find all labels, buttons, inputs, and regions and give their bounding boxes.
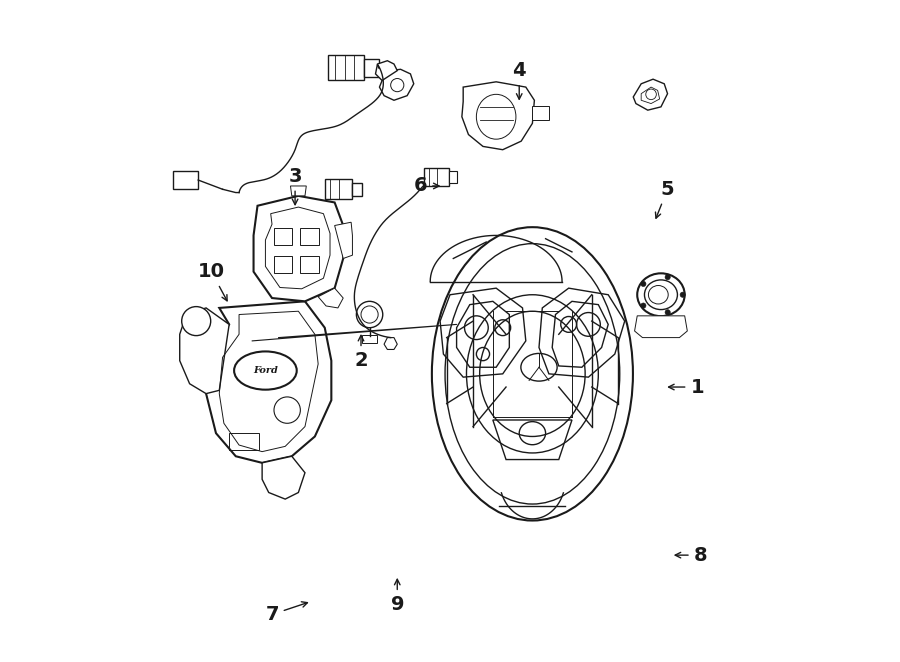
- Polygon shape: [206, 301, 331, 463]
- Polygon shape: [380, 70, 414, 100]
- Text: 10: 10: [198, 262, 227, 301]
- Ellipse shape: [446, 244, 620, 504]
- Circle shape: [182, 307, 211, 336]
- Ellipse shape: [637, 273, 685, 316]
- Text: 7: 7: [266, 602, 308, 624]
- Polygon shape: [634, 79, 668, 110]
- Polygon shape: [462, 82, 535, 150]
- Bar: [274, 256, 292, 273]
- Polygon shape: [180, 308, 230, 394]
- Text: 5: 5: [655, 180, 674, 218]
- Polygon shape: [634, 316, 688, 338]
- Ellipse shape: [234, 352, 297, 390]
- Circle shape: [356, 301, 382, 328]
- Bar: [533, 105, 549, 120]
- Polygon shape: [384, 338, 397, 350]
- Bar: [230, 433, 259, 449]
- Bar: [353, 183, 363, 196]
- Polygon shape: [254, 196, 343, 301]
- Circle shape: [680, 292, 685, 297]
- Text: 9: 9: [391, 579, 404, 614]
- Text: 4: 4: [512, 61, 526, 99]
- Text: 3: 3: [288, 167, 302, 205]
- Bar: [362, 335, 377, 343]
- Polygon shape: [262, 456, 305, 499]
- Text: 6: 6: [413, 177, 439, 195]
- Circle shape: [274, 397, 301, 423]
- Bar: [424, 167, 449, 186]
- Polygon shape: [335, 222, 353, 258]
- Polygon shape: [375, 61, 397, 81]
- Circle shape: [641, 281, 646, 287]
- Text: 2: 2: [355, 336, 368, 370]
- Bar: [364, 59, 379, 77]
- Bar: [325, 179, 353, 199]
- Bar: [449, 171, 456, 183]
- Polygon shape: [291, 186, 306, 196]
- Circle shape: [641, 303, 646, 308]
- Polygon shape: [319, 288, 343, 308]
- Bar: [328, 56, 364, 81]
- Text: Ford: Ford: [253, 366, 278, 375]
- Bar: [301, 256, 319, 273]
- Circle shape: [665, 275, 670, 280]
- Text: 8: 8: [675, 545, 707, 565]
- Circle shape: [665, 310, 670, 315]
- Text: 1: 1: [669, 377, 704, 397]
- Bar: [301, 228, 319, 245]
- Bar: [173, 171, 198, 189]
- Bar: [274, 228, 292, 245]
